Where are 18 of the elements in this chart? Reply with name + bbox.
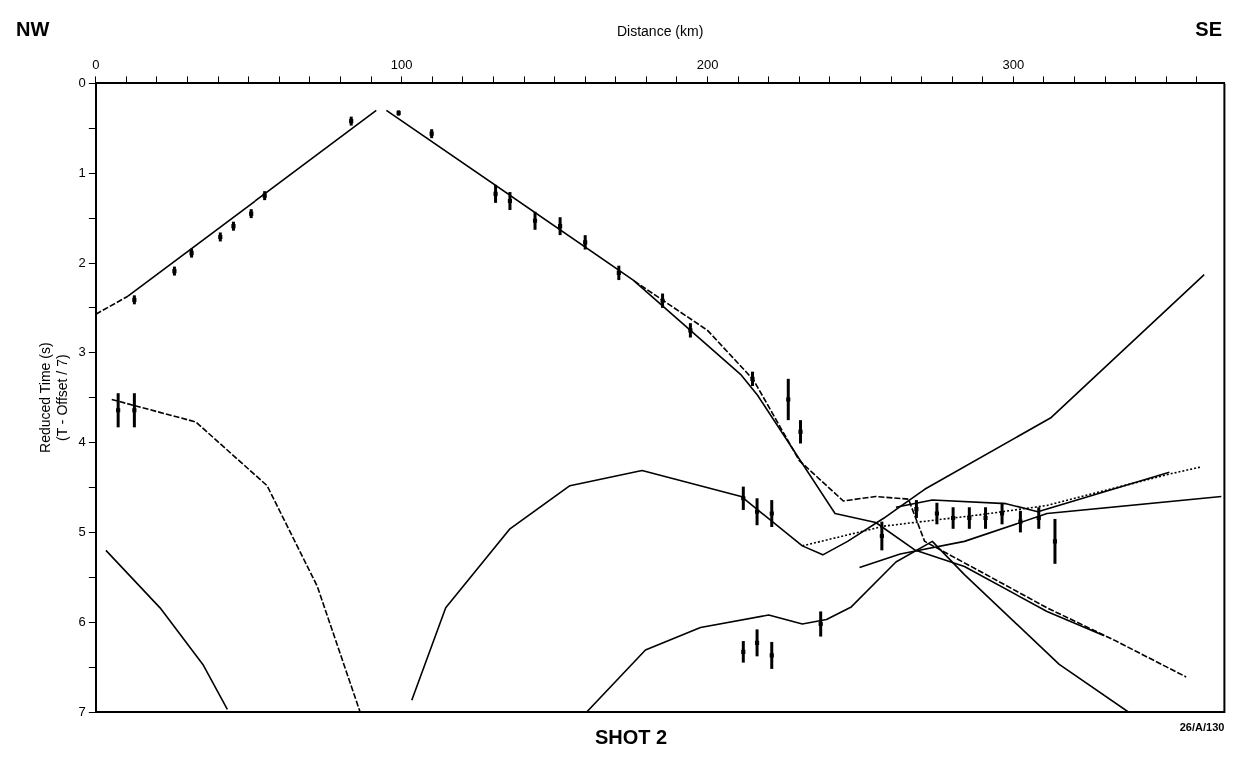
y-tick-label: 2 — [78, 254, 86, 270]
text: SE — [1195, 17, 1222, 40]
x-tick-label: 100 — [390, 57, 413, 73]
y-tick-label: 7 — [78, 703, 86, 719]
text: SHOT 2 — [594, 725, 668, 748]
text: 26/A/130 — [1179, 721, 1225, 734]
text: NW — [16, 17, 50, 40]
y-tick-label: 1 — [78, 164, 86, 180]
y-tick-label: 3 — [78, 344, 86, 360]
x-tick-label: 200 — [696, 57, 719, 73]
x-tick-label: 0 — [92, 57, 100, 73]
x-axis-title: Distance (km) — [616, 23, 704, 40]
y-axis-title: Reduced Time (s) (T - Offset / 7) — [37, 342, 71, 453]
y-tick-label: 6 — [78, 613, 86, 629]
y-tick-label: 4 — [78, 434, 86, 450]
y-tick-label: 0 — [78, 74, 86, 90]
y-tick-label: 5 — [78, 523, 86, 539]
x-tick-label: 300 — [1002, 57, 1025, 73]
